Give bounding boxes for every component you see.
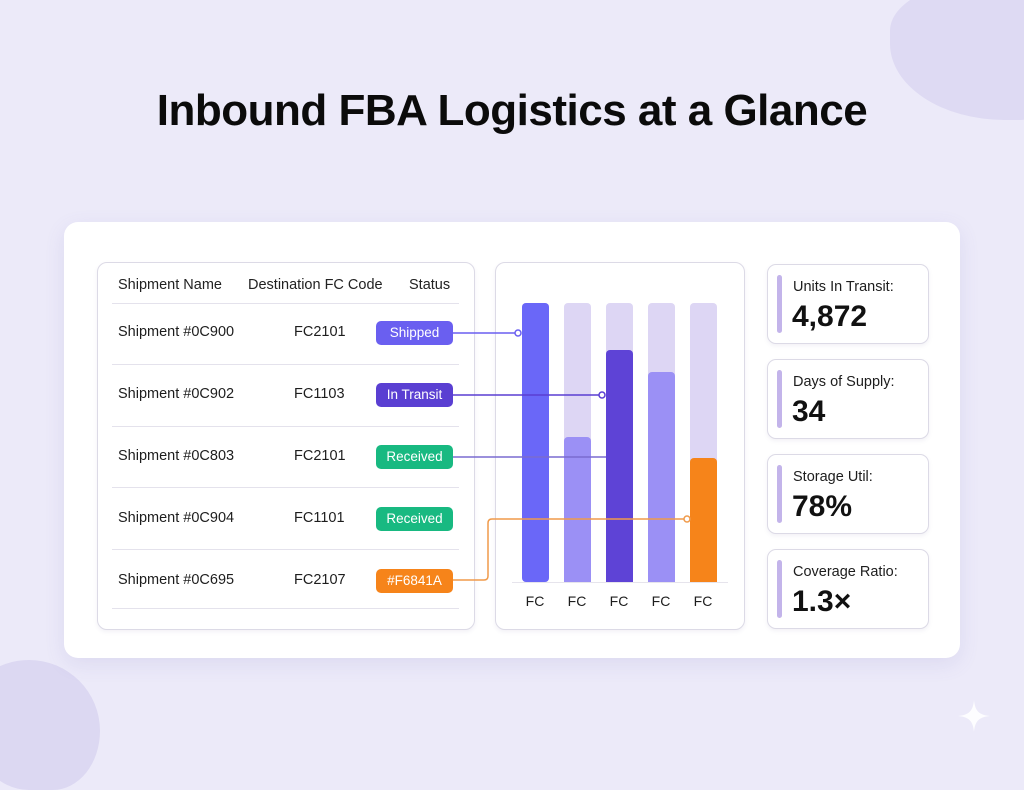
metric-accent-bar (777, 465, 782, 523)
divider (112, 426, 459, 427)
column-header-destination-fc-code: Destination FC Code (248, 277, 383, 293)
column-header-shipment-name: Shipment Name (118, 277, 222, 293)
shipment-name: Shipment #0C803 (118, 448, 235, 464)
metric-value: 4,872 (792, 300, 868, 333)
fc-code: FC1101 (294, 510, 345, 526)
x-tick-label: FC (609, 593, 629, 609)
fc-code: FC2101 (294, 448, 346, 464)
shipment-name: Shipment #0C904 (118, 510, 235, 526)
metric-label: Storage Util: (793, 469, 873, 485)
bar-1[interactable] (522, 303, 549, 582)
shipment-name: Shipment #0C695 (118, 572, 235, 588)
bar-3[interactable] (606, 350, 633, 582)
x-tick-label: FC (567, 593, 587, 609)
metric-accent-bar (777, 560, 782, 618)
status-badge: Shipped (376, 321, 453, 345)
column-header-status: Status (409, 277, 451, 293)
x-tick-label: FC (693, 593, 713, 609)
metric-label: Units In Transit: (793, 279, 894, 295)
sparkle-icon (958, 700, 990, 732)
metric-coverage-ratio: Coverage Ratio: 1.3× (767, 549, 929, 629)
bar-2[interactable] (564, 437, 591, 582)
metric-value: 34 (792, 395, 826, 428)
metric-units-in-transit: Units In Transit: 4,872 (767, 264, 929, 344)
status-badge: In Transit (376, 383, 453, 407)
status-badge: #F6841A (376, 569, 453, 593)
metric-value: 78% (792, 490, 853, 523)
x-tick-label: FC (651, 593, 671, 609)
metric-accent-bar (777, 275, 782, 333)
divider (112, 549, 459, 550)
bar-5[interactable] (690, 458, 717, 582)
metric-label: Coverage Ratio: (793, 564, 898, 580)
status-badge: Received (376, 507, 453, 531)
page-title: Inbound FBA Logistics at a Glance (156, 86, 868, 135)
fc-code: FC2107 (294, 572, 346, 588)
status-badge: Received (376, 445, 453, 469)
x-tick-label: FC (525, 593, 545, 609)
fc-code: FC2101 (294, 324, 346, 340)
metric-days-of-supply: Days of Supply: 34 (767, 359, 929, 439)
fc-code: FC1103 (294, 386, 345, 402)
x-axis-line (512, 582, 728, 583)
divider (112, 608, 459, 609)
decorative-blob-bottom-left (0, 660, 100, 790)
metric-accent-bar (777, 370, 782, 428)
metric-label: Days of Supply: (793, 374, 895, 390)
metric-value: 1.3× (792, 585, 852, 618)
divider (112, 364, 459, 365)
divider (112, 303, 459, 304)
shipment-name: Shipment #0C900 (118, 324, 235, 340)
bar-4[interactable] (648, 372, 675, 582)
metric-storage-util: Storage Util: 78% (767, 454, 929, 534)
shipment-name: Shipment #0C902 (118, 386, 235, 402)
divider (112, 487, 459, 488)
